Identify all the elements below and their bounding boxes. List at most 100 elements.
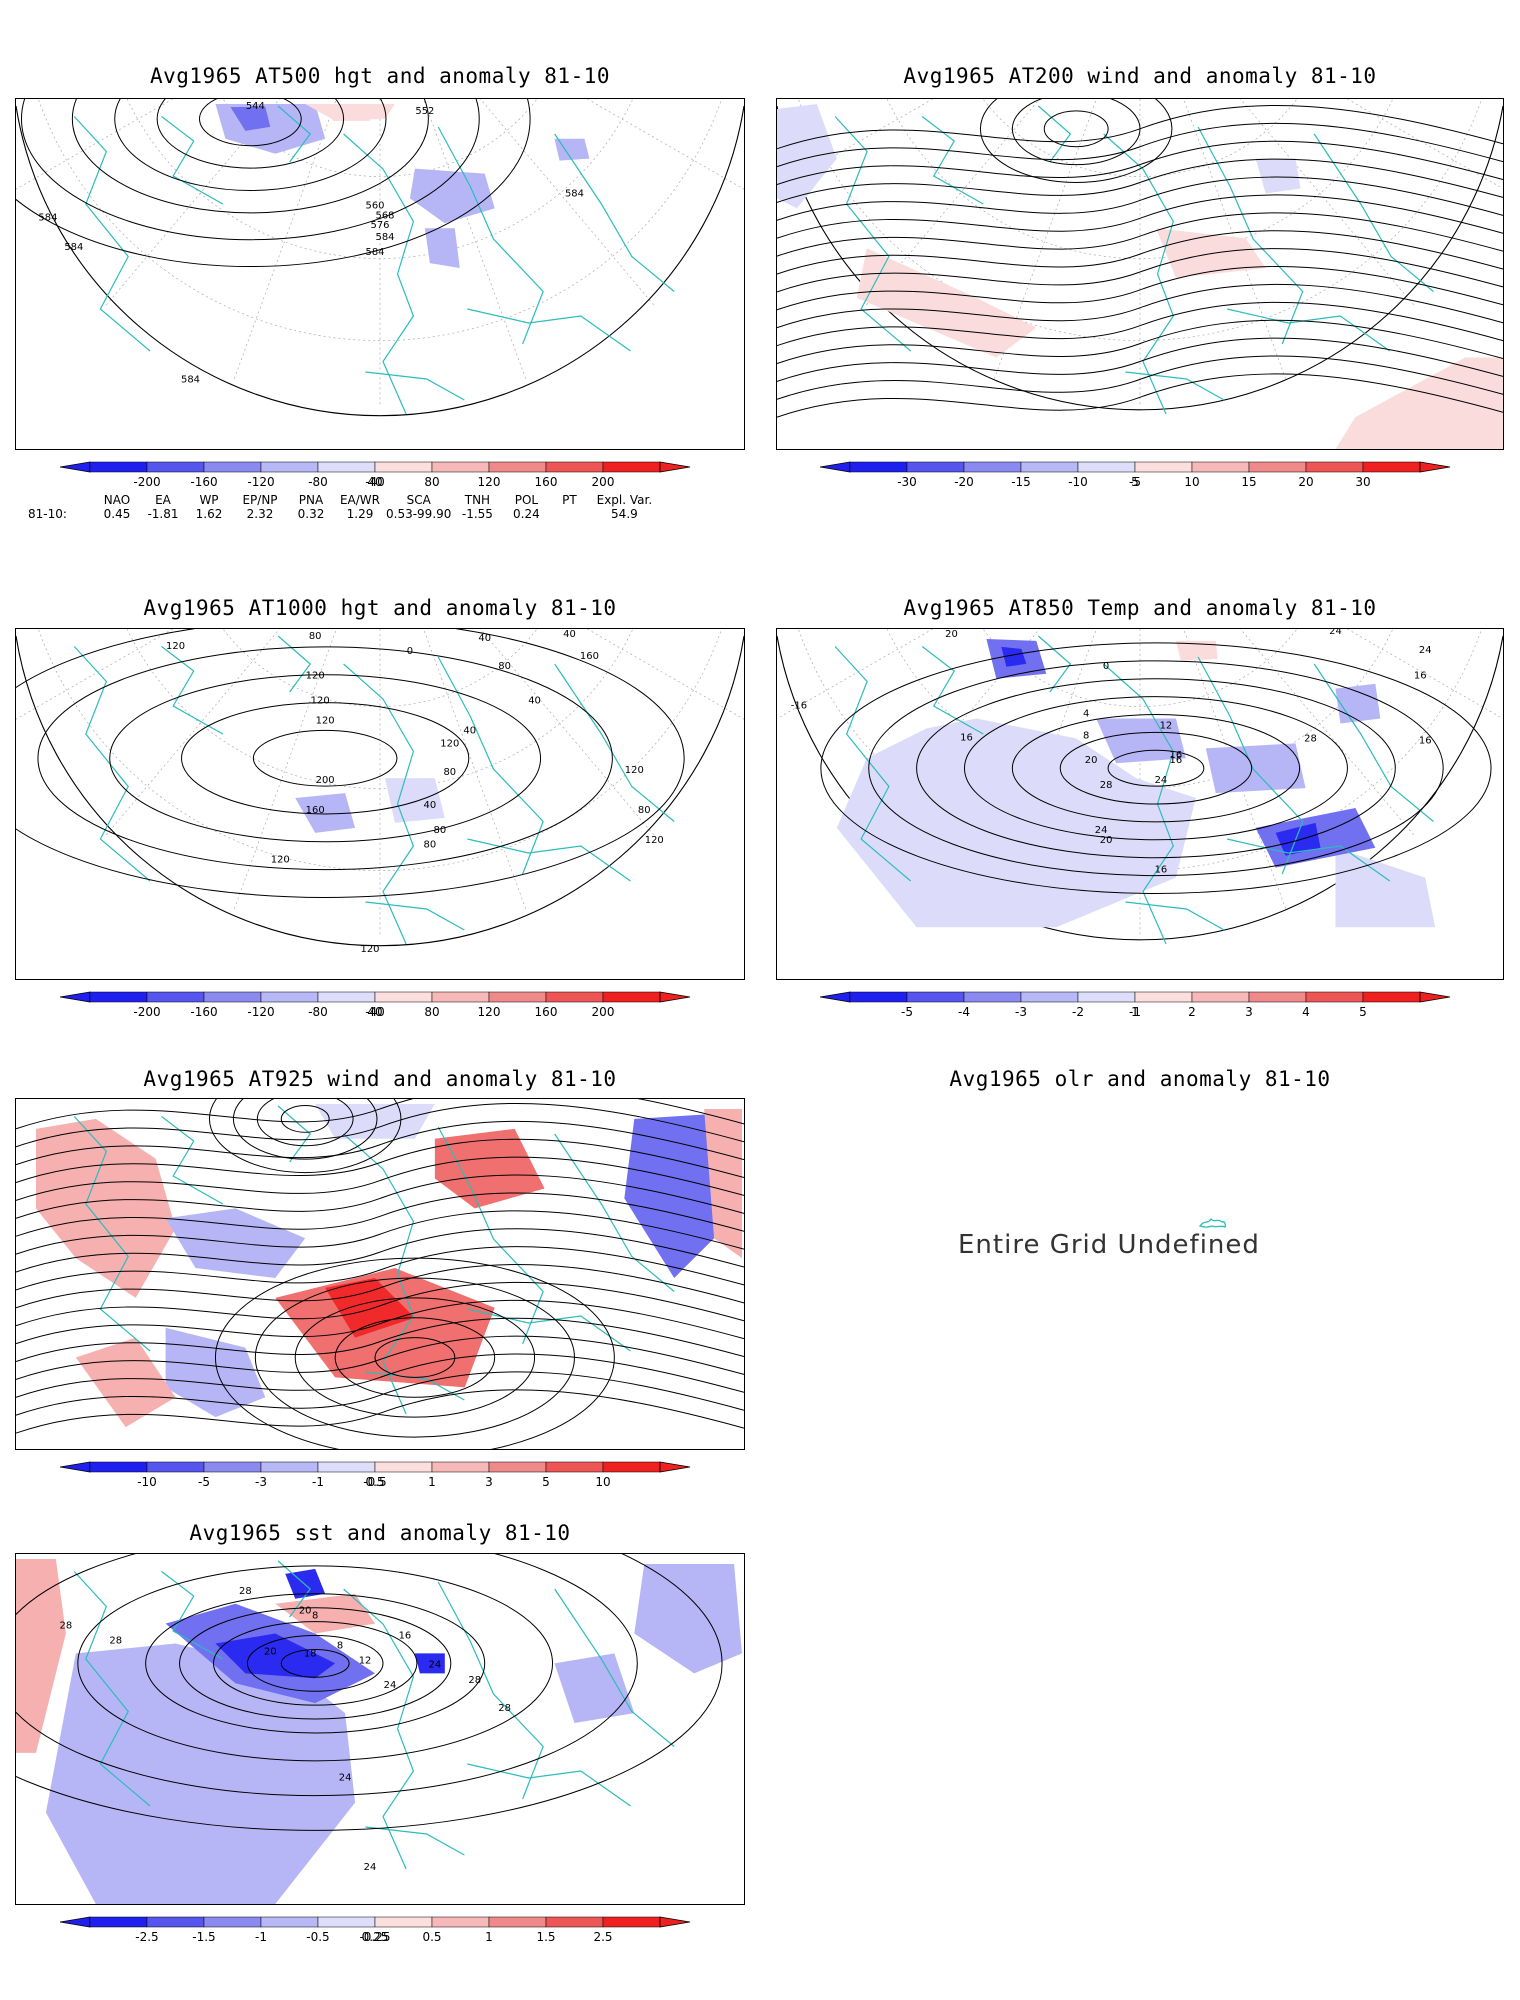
colorbar-tick-label: -160: [190, 1005, 217, 1019]
contour-label: 16: [399, 1631, 412, 1642]
contour-label: 16: [1414, 671, 1427, 682]
anomaly-shading: [295, 793, 356, 833]
streamline: [16, 1246, 744, 1291]
colorbar-tick-label: -3: [1015, 1005, 1027, 1019]
contour-label: 120: [440, 738, 459, 749]
colorbar-tick-label: -200: [133, 1005, 160, 1019]
panel-title: Avg1965 AT1000 hgt and anomaly 81-10: [143, 596, 617, 620]
colorbar-segment: [89, 1461, 148, 1473]
anomaly-shading: [45, 1643, 356, 1904]
panel-at500: Avg1965 AT500 hgt and anomaly 81-10 544 5…: [0, 0, 760, 560]
streamline: [777, 319, 1503, 364]
index-header: TNH: [464, 493, 491, 507]
panel-at850: Avg1965 AT850 Temp and anomaly 81-10 20 0…: [760, 560, 1520, 1030]
streamline: [16, 1210, 744, 1255]
contour-label: 80: [443, 767, 456, 778]
colorbar-segment: [374, 461, 433, 473]
coastline: [73, 635, 675, 945]
index-value: [549, 507, 589, 521]
coastline-segment: [161, 116, 224, 205]
streamline: [16, 1299, 744, 1345]
anomaly-shading: [414, 1653, 445, 1674]
contour-label: 120: [166, 641, 185, 652]
colorbar-tick-label: 3: [485, 1475, 493, 1489]
colorbar-arrow-left: [60, 1916, 91, 1928]
contour-label: 28: [239, 1586, 252, 1597]
colorbar-tick-label: -5: [1129, 475, 1141, 489]
colorbar-tick-label: 0.5: [422, 1930, 441, 1944]
colorbar-arrow-left: [60, 1461, 91, 1473]
colorbar-segment: [431, 461, 490, 473]
coastline-segment: [554, 1588, 675, 1747]
streamline: [16, 1317, 744, 1362]
colorbar-segment: [849, 991, 908, 1003]
colorbar-tick-label: 2.5: [593, 1930, 612, 1944]
coastline-segment: [1103, 133, 1174, 415]
coastline-segment: [1125, 901, 1225, 931]
contour: [16, 629, 685, 898]
coastline-segment: [834, 116, 912, 352]
contour: [246, 1635, 384, 1692]
contour-label: 40: [463, 725, 476, 736]
latitude-circle: [982, 99, 1298, 177]
colorbar-segment: [374, 1461, 433, 1473]
contour-label: 20: [945, 629, 958, 640]
colorbar-tick-label: -1: [1129, 1005, 1141, 1019]
coastline-segment: [365, 1826, 465, 1856]
index-value: -1.55: [461, 507, 493, 521]
anomaly-shading: [856, 248, 1037, 358]
contour-label: 16: [1170, 755, 1183, 766]
streamline: [777, 212, 1503, 257]
contour-label: 24: [364, 1862, 377, 1873]
colorbar-tick-label: 200: [592, 1005, 615, 1019]
streamline: [16, 1138, 744, 1183]
anomaly-shading: [35, 1118, 176, 1298]
panel-sst: Avg1965 sst and anomaly 81-10 28 28 28 20 8 8…: [0, 1500, 760, 2000]
colorbar-segment: [1134, 991, 1193, 1003]
coastline-segment: [921, 646, 984, 735]
colorbar-segment: [906, 461, 965, 473]
contour-label: 584: [64, 242, 83, 253]
colorbar-tick-label: 80: [424, 1005, 439, 1019]
colorbar-tick-label: -30: [897, 475, 917, 489]
streamline: [777, 355, 1503, 400]
colorbar-segment: [602, 991, 661, 1003]
anomaly-shading: [409, 168, 495, 224]
anomaly-shading: [1205, 743, 1306, 794]
colorbar-at500: -200 -160 -120 -80 -40 40 80 120 160 200: [60, 458, 710, 490]
index-header: EP/NP: [242, 493, 278, 507]
colorbar-segment: [203, 991, 262, 1003]
colorbar-tick-label: -0.5: [363, 1475, 386, 1489]
colorbar-at850: -5 -4 -3 -2 -1 1 2 3 4 5: [820, 988, 1470, 1020]
colorbar-segment: [260, 461, 319, 473]
colorbar-at200: -30 -20 -15 -10 -5 5 10 15 20 30: [820, 458, 1470, 490]
colorbar-segment: [260, 1461, 319, 1473]
colorbar-tick-label: 20: [1298, 475, 1313, 489]
streamline: [16, 1120, 744, 1166]
colorbar-tick-label: 1.5: [536, 1930, 555, 1944]
anomaly-shading: [424, 228, 460, 269]
colorbar-tick-label: -1: [312, 1475, 324, 1489]
panel-at925: Avg1965 AT925 wind and anomaly 81-10 -10…: [0, 1030, 760, 1500]
coastline: [73, 105, 675, 415]
streamline: [16, 1264, 744, 1309]
streamline: [16, 1156, 744, 1201]
contour-label: 24: [339, 1773, 352, 1784]
contour: [1043, 110, 1109, 148]
panel-title: Avg1965 AT850 Temp and anomaly 81-10: [903, 596, 1377, 620]
index-header: Expl. Var.: [596, 493, 653, 507]
colorbar-segment: [203, 461, 262, 473]
coastline-segment: [437, 1126, 544, 1345]
colorbar-tick-label: 1: [428, 1475, 436, 1489]
hemisphere-boundary: [16, 635, 744, 947]
anomaly-shading: [1155, 228, 1266, 278]
index-header: EA: [155, 493, 171, 507]
coastline-segment: [73, 1116, 151, 1352]
colorbar-segment: [260, 991, 319, 1003]
indices-row-label-spacer: [28, 493, 94, 507]
anomaly-shading: [1275, 822, 1321, 856]
colorbar-segment: [146, 461, 205, 473]
colorbar-tick-label: 15: [1241, 475, 1256, 489]
colorbar-segment: [1020, 461, 1079, 473]
colorbar-segment: [1248, 991, 1307, 1003]
